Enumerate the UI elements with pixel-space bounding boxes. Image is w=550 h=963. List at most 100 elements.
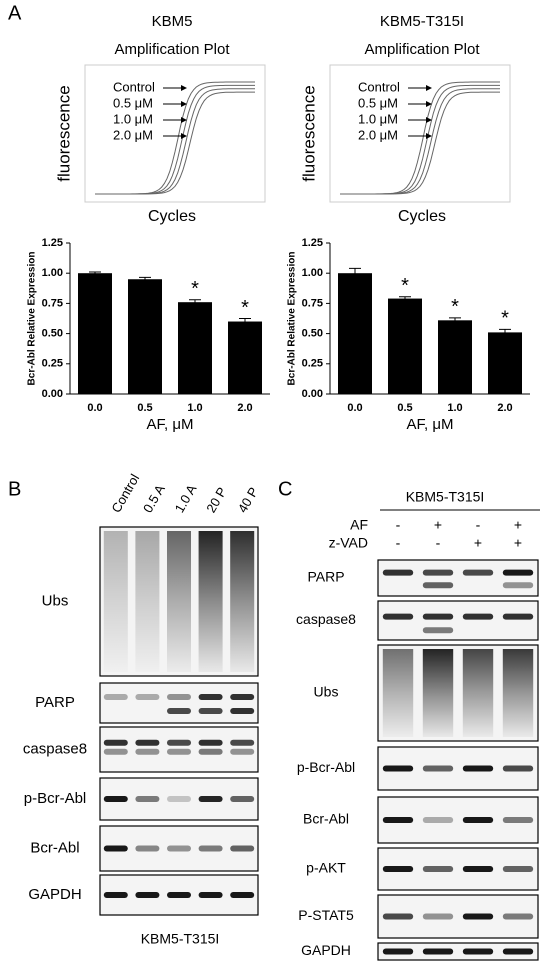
band	[422, 627, 454, 634]
y-tick-label: 0.50	[42, 328, 63, 340]
lane-label: Control	[108, 471, 142, 515]
lane-label: 40 P	[235, 485, 261, 516]
y-tick-label: 1.25	[302, 237, 323, 249]
x-axis-label: Cycles	[148, 208, 196, 225]
treatment-label: z-VAD	[329, 535, 368, 551]
bar	[128, 279, 162, 394]
treatment-state: +	[474, 535, 482, 551]
blot-frame	[99, 682, 259, 724]
row-label: PARP	[35, 694, 75, 711]
plot-subtitle: Amplification Plot	[364, 41, 480, 58]
error-bar	[449, 317, 461, 323]
band	[135, 796, 160, 802]
lane-label: 20 P	[203, 485, 229, 516]
row-label: Bcr-Abl	[303, 811, 349, 827]
band	[198, 708, 223, 714]
band	[422, 765, 454, 772]
bar	[178, 302, 212, 394]
band	[502, 582, 534, 589]
plot-frame	[329, 64, 511, 203]
band	[166, 796, 192, 802]
band	[103, 748, 128, 755]
band	[462, 613, 494, 620]
band	[230, 796, 255, 802]
bar	[228, 321, 262, 394]
row-label: caspase8	[23, 740, 87, 757]
x-axis-label: Cycles	[398, 208, 446, 225]
band	[166, 694, 192, 700]
band	[166, 708, 192, 714]
significance-star: *	[451, 296, 459, 318]
smear	[422, 649, 454, 737]
band	[422, 817, 454, 823]
row-label: GAPDH	[28, 886, 81, 903]
row-label: GAPDH	[301, 942, 351, 958]
smear	[502, 649, 534, 737]
row-label: Ubs	[314, 684, 339, 700]
smear	[462, 649, 494, 737]
error-bar	[349, 267, 361, 279]
treatment-state: -	[396, 535, 401, 551]
curve-label: 2.0 μM	[113, 127, 153, 142]
curve-label: 1.0 μM	[113, 111, 153, 126]
band	[166, 748, 192, 755]
band	[135, 748, 160, 755]
error-bar	[499, 328, 511, 336]
cell-line-label: KBM5-T315I	[141, 931, 220, 947]
lane-label: 1.0 A	[172, 482, 200, 515]
x-tick-label: 0.0	[347, 402, 362, 414]
error-bar	[189, 299, 201, 305]
band	[135, 845, 160, 852]
band	[103, 845, 128, 852]
band	[502, 613, 534, 620]
y-tick-label: 1.00	[302, 267, 323, 279]
band	[462, 913, 494, 920]
smear	[230, 531, 255, 672]
band	[382, 817, 414, 823]
y-tick-label: 0.50	[302, 328, 323, 340]
treatment-state: -	[396, 517, 401, 533]
band	[198, 892, 223, 898]
treatment-state: -	[476, 517, 481, 533]
bar	[388, 298, 422, 394]
band	[230, 845, 255, 852]
panel-label: A	[8, 2, 22, 24]
row-label: PARP	[307, 569, 344, 585]
band	[502, 866, 534, 872]
significance-star: *	[241, 297, 249, 319]
band	[462, 569, 494, 576]
y-tick-label: 0.00	[42, 388, 63, 400]
band	[502, 569, 534, 576]
band	[198, 796, 223, 802]
y-axis-label: Bcr-Abl Relative Expression	[287, 252, 298, 386]
row-label: Bcr-Abl	[30, 839, 79, 856]
cell-line-label: KBM5-T315I	[406, 489, 485, 505]
band	[422, 569, 454, 576]
blot-frame	[377, 600, 539, 641]
band	[103, 892, 128, 898]
band	[382, 613, 414, 620]
band	[135, 892, 160, 898]
y-tick-label: 0.75	[42, 297, 63, 309]
curve-label: 0.5 μM	[113, 95, 153, 110]
curve-label: Control	[113, 79, 155, 94]
curve-label: 2.0 μM	[358, 127, 398, 142]
significance-star: *	[191, 278, 199, 300]
band	[103, 796, 128, 802]
band	[462, 765, 494, 772]
x-tick-label: 0.5	[137, 402, 152, 414]
error-bar	[239, 318, 251, 325]
band	[230, 694, 255, 700]
curve-label: Control	[358, 79, 400, 94]
row-label: p-Bcr-Abl	[297, 759, 355, 775]
row-label: Ubs	[42, 592, 69, 609]
treatment-state: -	[436, 535, 441, 551]
bar	[438, 320, 472, 394]
band	[422, 582, 454, 589]
significance-star: *	[401, 275, 409, 297]
error-bar	[89, 271, 101, 275]
row-label: caspase8	[296, 611, 356, 627]
band	[382, 948, 414, 955]
x-tick-label: 0.5	[397, 402, 412, 414]
